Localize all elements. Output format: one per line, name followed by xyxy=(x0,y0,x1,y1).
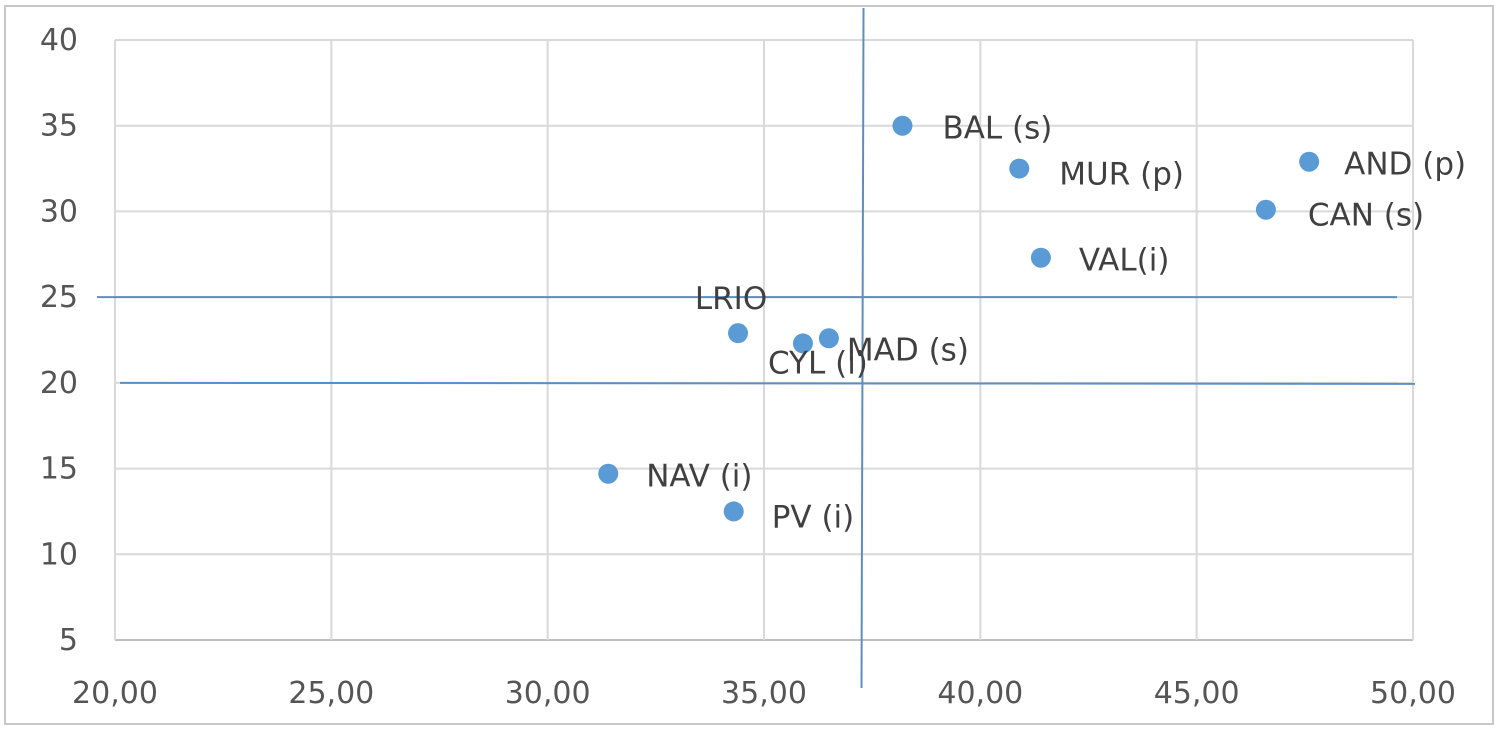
vertical-reference-line xyxy=(860,7,865,689)
horizontal-reference-line xyxy=(119,381,1416,385)
y-tick-label: 25 xyxy=(40,280,78,315)
data-point xyxy=(1255,199,1276,220)
x-tick-label: 45,00 xyxy=(1154,676,1240,711)
y-tick-label: 15 xyxy=(40,452,78,487)
grid xyxy=(114,39,1414,641)
y-tick-label: 5 xyxy=(59,623,78,658)
x-tick-label: 50,00 xyxy=(1370,676,1456,711)
point-label: PV (i) xyxy=(772,499,855,535)
y-tick-label: 10 xyxy=(40,537,78,572)
y-tick-label: 40 xyxy=(40,23,78,58)
x-tick-label: 40,00 xyxy=(937,676,1023,711)
data-point xyxy=(1299,151,1320,172)
x-tick-label: 25,00 xyxy=(288,676,374,711)
data-point xyxy=(892,115,913,136)
y-tick-label: 20 xyxy=(40,366,78,401)
data-point xyxy=(792,333,813,354)
point-label: LRIO xyxy=(695,281,767,317)
point-label: CYL (i) xyxy=(768,345,868,381)
reference-lines xyxy=(97,7,1416,689)
point-label: MUR (p) xyxy=(1059,157,1184,193)
x-tick-label: 30,00 xyxy=(505,676,591,711)
data-point xyxy=(723,501,744,522)
tick-labels: 5 10 15 20 25 30 35 40 20,00 25,00 30,00 35,00 40,00… xyxy=(40,23,1456,711)
y-tick-label: 30 xyxy=(40,194,78,229)
data-point xyxy=(598,463,619,484)
point-label: NAV (i) xyxy=(646,459,752,495)
data-point xyxy=(1009,158,1030,179)
data-point xyxy=(818,328,839,349)
point-label: MAD (s) xyxy=(847,332,969,368)
x-tick-label: 20,00 xyxy=(72,676,158,711)
point-label: AND (p) xyxy=(1344,147,1466,183)
y-tick-label: 35 xyxy=(40,109,78,144)
data-point xyxy=(728,323,749,344)
point-label: CAN (s) xyxy=(1308,198,1424,234)
x-tick-label: 35,00 xyxy=(721,676,807,711)
data-point xyxy=(1030,247,1051,268)
data-points xyxy=(598,115,1320,522)
point-labels: BAL (s)MUR (p) AND (p) CAN (s) VAL(i) LRIOCY… xyxy=(646,111,1466,536)
point-label: BAL (s) xyxy=(942,111,1052,147)
point-label: VAL(i) xyxy=(1079,243,1170,279)
